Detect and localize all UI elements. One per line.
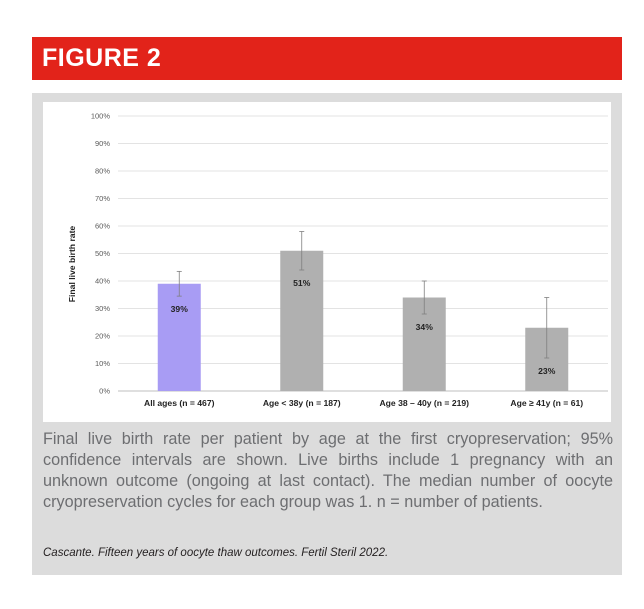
- figure-panel: 0% 10% 20% 30% 40% 50% 60% 70% 80% 90% 100% 39% All…: [32, 93, 622, 575]
- data-label: 39%: [171, 304, 189, 314]
- chart-area: 0% 10% 20% 30% 40% 50% 60% 70% 80% 90% 100% 39% All…: [43, 102, 611, 422]
- y-tick-label: 90%: [95, 139, 110, 148]
- y-tick-label: 10%: [95, 359, 110, 368]
- bar: [157, 283, 201, 391]
- x-tick-label: Age < 38y (n = 187): [263, 398, 341, 408]
- x-tick-label: Age 38 – 40y (n = 219): [379, 398, 469, 408]
- y-tick-label: 50%: [95, 249, 110, 258]
- figure-title-banner: FIGURE 2: [32, 37, 622, 80]
- y-tick-label: 30%: [95, 304, 110, 313]
- figure-title: FIGURE 2: [42, 44, 162, 72]
- y-tick-label: 80%: [95, 167, 110, 176]
- y-tick-label: 60%: [95, 222, 110, 231]
- y-tick-label: 20%: [95, 332, 110, 341]
- data-label: 34%: [416, 322, 434, 332]
- data-label: 23%: [538, 366, 556, 376]
- y-tick-label: 0%: [99, 387, 110, 396]
- x-tick-label: All ages (n = 467): [144, 398, 215, 408]
- x-tick-label: Age ≥ 41y (n = 61): [510, 398, 583, 408]
- data-label: 51%: [293, 278, 311, 288]
- figure-caption: Final live birth rate per patient by age…: [43, 430, 613, 511]
- figure-citation: Cascante. Fifteen years of oocyte thaw o…: [43, 547, 389, 559]
- y-axis-label: Final live birth rate: [67, 226, 77, 303]
- y-tick-label: 100%: [91, 112, 111, 121]
- bar-chart: 0% 10% 20% 30% 40% 50% 60% 70% 80% 90% 100% 39% All…: [67, 112, 608, 408]
- y-tick-label: 70%: [95, 194, 110, 203]
- y-tick-label: 40%: [95, 277, 110, 286]
- bar: [280, 250, 324, 391]
